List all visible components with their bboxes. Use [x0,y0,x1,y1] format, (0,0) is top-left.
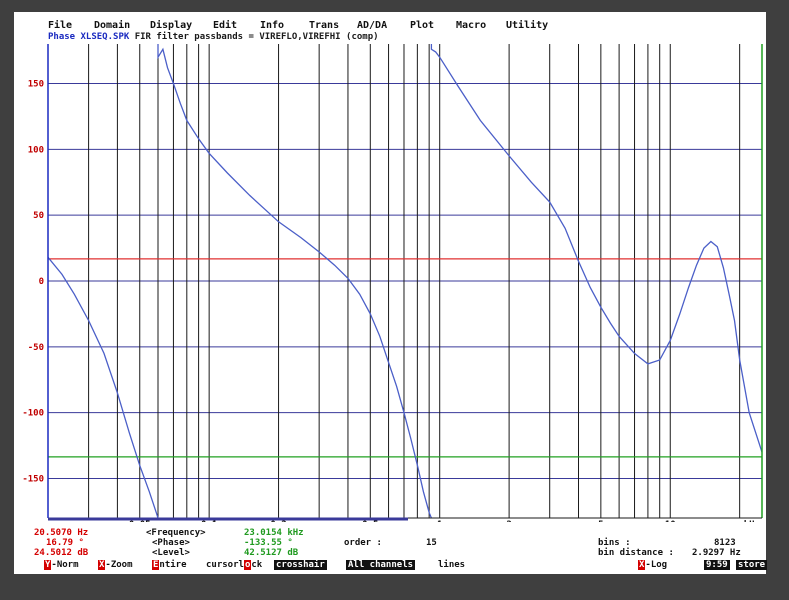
level-label: <Level> [152,548,190,558]
xlog-key[interactable]: X-Log [638,560,668,570]
x-tick-label: 0.5 [362,520,378,522]
y-tick-label: 100 [28,145,44,155]
menu-trans[interactable]: Trans [309,20,340,31]
menu-edit[interactable]: Edit [213,20,238,31]
phase-series-line [430,44,763,453]
chart-title: Phase XLSEQ.SPK FIR filter passbands = V… [48,32,379,42]
cursorlock-key[interactable]: cursorlock [206,560,263,570]
entire-key[interactable]: Entire [152,560,187,570]
reference-lines [48,258,762,458]
x-tick-label: 1 [437,520,442,522]
phase-series-line [47,256,159,519]
clock-display: 9:59 [704,560,730,570]
frequency-label: <Frequency> [146,528,206,538]
x-tick-label: 0.05 [129,520,151,522]
menu-bar: File Domain Display Edit Info Trans AD/D… [14,20,766,34]
title-rest: FIR filter passbands = VIREFLO,VIREFHI (… [129,32,379,42]
y-tick-label: 50 [33,211,44,221]
xzoom-key[interactable]: X-Zoom [98,560,133,570]
horizontal-grid [48,83,762,479]
bin-distance-value: 2.9297 Hz [692,548,741,558]
menu-display[interactable]: Display [150,20,193,31]
x-tick-label: 10 [665,520,676,522]
level-value: 42.5127 dB [244,548,299,558]
bins-value: 8123 [714,538,736,548]
cursor-phase: 16.79 ° [46,538,84,548]
crosshair-key[interactable]: crosshair [274,560,327,570]
series-group [47,44,763,519]
phase-series-line [157,44,433,519]
phase-label: <Phase> [152,538,190,548]
lines-key[interactable]: lines [438,560,466,570]
x-tick-label: 0.1 [201,520,217,522]
x-tick-label: 2 [506,520,511,522]
frequency-value: 23.0154 kHz [244,528,304,538]
x-tick-labels: 0.05 0.1 0.2 0.5 1 2 5 10 kHz [129,520,760,522]
bin-distance-label: bin distance : [598,548,674,558]
order-value: 15 [426,538,437,548]
all-channels-key[interactable]: All channels [346,560,416,570]
y-tick-label: 150 [28,80,44,90]
y-tick-label: -100 [22,409,44,419]
x-tick-label: 5 [598,520,603,522]
ynorm-key[interactable]: Y-Norm [44,560,79,570]
y-tick-label: -150 [22,475,44,485]
phase-value: -133.55 ° [244,538,293,548]
menu-file[interactable]: File [48,20,73,31]
y-tick-label: -50 [28,343,44,353]
y-tick-labels: 150 100 50 0 -50 -100 -150 [22,80,44,485]
cursor-frequency: 20.5070 Hz [34,528,89,538]
x-unit-label: kHz [744,520,760,522]
phase-chart[interactable]: 150 100 50 0 -50 -100 -150 0.05 0.1 0.2 0.5 1 2 5 10 k… [14,12,766,522]
y-tick-label: 0 [39,277,44,287]
cursor-readout: 20.5070 Hz 16.79 ° 24.5012 dB [34,528,88,558]
readout-labels: <Frequency> <Phase> <Level> [146,528,206,558]
bins-label: bins : [598,538,631,548]
order-label: order : [344,538,382,548]
menu-utility[interactable]: Utility [506,20,549,31]
menu-domain[interactable]: Domain [94,20,131,31]
title-prefix: Phase XLSEQ.SPK [48,32,130,42]
plot-frame [47,44,763,521]
store-key[interactable]: store [736,560,768,570]
function-key-bar: Y-Norm X-Zoom Entire cursorlock crosshai… [34,560,768,572]
menu-adda[interactable]: AD/DA [357,20,388,31]
cursor-level: 24.5012 dB [34,548,89,558]
menu-plot[interactable]: Plot [410,20,435,31]
x-tick-label: 0.2 [270,520,286,522]
menu-macro[interactable]: Macro [456,20,487,31]
application-screen: File Domain Display Edit Info Trans AD/D… [14,12,768,574]
menu-info[interactable]: Info [260,20,285,31]
readout-values: 23.0154 kHz -133.55 ° 42.5127 dB [244,528,304,558]
